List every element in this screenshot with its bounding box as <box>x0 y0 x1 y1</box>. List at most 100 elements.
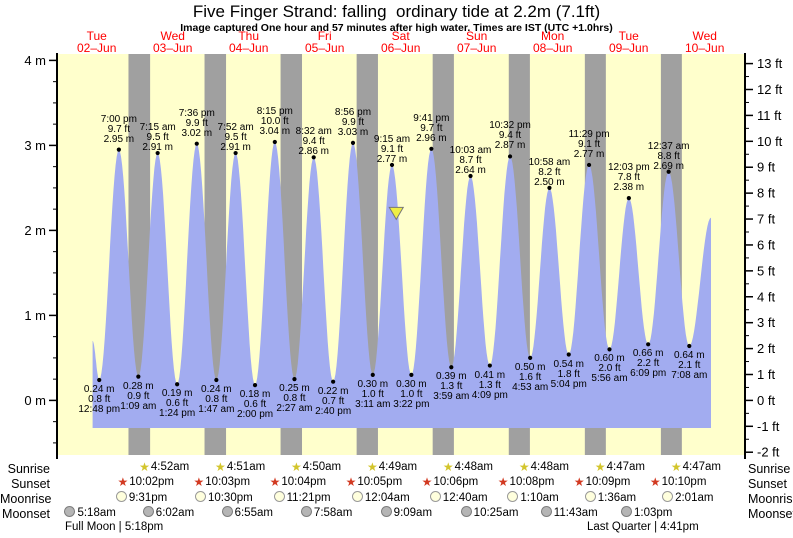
y-axis-label-m: 3 m <box>24 138 46 153</box>
low-tide-annotation: 0.22 m 0.7 ft 2:40 pm <box>302 386 364 417</box>
annotation-line: 7:08 am <box>671 370 708 381</box>
y-axis-label-ft: 2 ft <box>757 341 775 356</box>
annotation-line: 0.66 m <box>632 348 664 360</box>
annotation-line: 2.69 m <box>653 160 684 172</box>
sunset-event: ★10:08pm <box>498 476 555 489</box>
tide-extreme-dot <box>116 147 121 152</box>
day-label: Sat 06–Jun <box>366 30 436 54</box>
annotation-line: 4:09 pm <box>471 389 508 401</box>
low-tide-annotation: 0.24 m 0.8 ft 12:48 pm <box>68 385 130 415</box>
sunset-time: 10:08pm <box>509 476 555 488</box>
low-tide-annotation: 0.54 m 1.8 ft 5:04 pm <box>538 359 600 390</box>
annotation-line: 10:32 pm <box>489 120 531 132</box>
annotation-line: 8:15 pm <box>256 106 293 117</box>
sunrise-event: ★4:48am <box>519 461 569 474</box>
annotation-line: 2.38 m <box>613 182 645 194</box>
moonrise-event: 2:01am <box>662 491 713 505</box>
sunset-row-label-left: Sunset <box>11 477 50 491</box>
moonrise-icon <box>662 491 674 502</box>
sunset-event: ★10:04pm <box>270 476 327 489</box>
annotation-line: 4:53 am <box>512 381 549 393</box>
high-tide-annotation: 7:52 am 9.5 ft 2.91 m <box>205 123 267 153</box>
moonrise-icon <box>194 491 206 502</box>
moonrise-time: 9:31pm <box>128 492 168 504</box>
moon-phase-note: Full Moon | 5:18pm <box>65 521 164 533</box>
tide-extreme-dot <box>292 377 297 382</box>
annotation-line: 0.6 ft <box>243 399 267 411</box>
annotation-line: 0.25 m <box>279 383 310 395</box>
annotation-line: 5:04 pm <box>550 378 587 390</box>
annotation-line: 1:09 am <box>120 400 157 412</box>
sunset-event: ★10:09pm <box>574 476 631 489</box>
annotation-line: 2.77 m <box>573 148 605 160</box>
y-axis-label-ft: 8 ft <box>757 186 775 201</box>
annotation-line: 0.9 ft <box>127 390 150 402</box>
tide-extreme-dot <box>487 363 492 368</box>
moonset-event: 10:25am <box>460 506 518 520</box>
sunrise-icon: ★ <box>215 460 226 474</box>
sunset-time: 10:09pm <box>585 476 631 488</box>
sunrise-icon: ★ <box>670 460 682 474</box>
moonrise-row-label-left: Moonrise <box>0 492 52 506</box>
high-tide-annotation: 12:37 am 8.8 ft 2.69 m <box>638 141 700 172</box>
sunrise-icon: ★ <box>518 460 530 474</box>
sunset-row-label-right: Sunset <box>748 477 787 491</box>
annotation-line: 2.0 ft <box>598 363 621 375</box>
day-label: Wed 10–Jun <box>670 30 740 54</box>
annotation-line: 9.4 ft <box>498 130 522 142</box>
low-tide-annotation: 0.50 m 1.6 ft 4:53 am <box>499 361 561 393</box>
y-axis-label-ft: 10 ft <box>757 134 783 149</box>
tide-extreme-dot <box>214 377 219 383</box>
moonrise-icon <box>429 491 441 502</box>
sunrise-time: 4:47am <box>606 461 645 473</box>
annotation-line: 0.30 m <box>357 378 389 390</box>
low-tide-annotation: 0.41 m 1.3 ft 4:09 pm <box>459 370 521 401</box>
annotation-line: 0.19 m <box>161 388 193 400</box>
tide-extreme-dot <box>233 150 238 156</box>
annotation-line: 0.24 m <box>201 384 232 395</box>
sunset-icon: ★ <box>117 475 129 489</box>
moonset-event: 7:58am <box>300 506 353 520</box>
day-name: Tue <box>86 29 107 43</box>
annotation-line: 2.96 m <box>416 132 447 144</box>
tide-extreme-dot <box>97 377 102 383</box>
sunset-event: ★10:03pm <box>194 476 251 489</box>
high-tide-annotation: 7:36 pm 9.9 ft 3.02 m <box>166 108 228 139</box>
annotation-line: 0.50 m <box>514 361 546 373</box>
annotation-line: 12:48 pm <box>78 404 121 415</box>
tide-extreme-dot <box>507 154 513 159</box>
annotation-line: 10:03 am <box>449 145 492 156</box>
annotation-line: 2.64 m <box>455 165 486 176</box>
high-tide-annotation: 10:32 pm 9.4 ft 2.87 m <box>479 121 541 151</box>
day-date: 09–Jun <box>609 40 649 55</box>
sunrise-time: 4:52am <box>150 461 190 473</box>
y-axis-label-ft: 6 ft <box>757 237 775 252</box>
annotation-line: 2.91 m <box>142 142 173 154</box>
tide-extreme-dot <box>429 146 434 151</box>
sunset-icon: ★ <box>269 475 281 489</box>
annotation-line: 8:56 pm <box>334 106 372 118</box>
low-tide-annotation: 0.39 m 1.3 ft 3:59 am <box>420 372 482 402</box>
low-tide-annotation: 0.64 m 2.1 ft 7:08 am <box>658 351 720 381</box>
moonrise-time: 12:40am <box>442 492 488 504</box>
y-axis-label-ft: -2 ft <box>757 445 780 460</box>
page-title: Five Finger Strand: falling ordinary tid… <box>192 2 601 21</box>
low-tide-annotation: 0.18 m 0.6 ft 2:00 pm <box>224 390 286 420</box>
sunrise-time: 4:48am <box>530 461 570 473</box>
annotation-line: 7:00 pm <box>100 113 137 125</box>
tide-extreme-dot <box>272 139 277 145</box>
sunset-icon: ★ <box>421 475 433 489</box>
moonset-time: 7:58am <box>313 507 353 519</box>
annotation-line: 1.0 ft <box>400 388 423 400</box>
y-axis-label-ft: 1 ft <box>757 367 775 382</box>
moonrise-time: 11:21pm <box>286 492 331 504</box>
sunset-time: 10:06pm <box>433 476 479 488</box>
moonset-event: 6:02am <box>142 506 194 520</box>
annotation-line: 1.3 ft <box>478 379 501 391</box>
sunset-event: ★10:02pm <box>117 476 174 489</box>
sunset-icon: ★ <box>497 475 509 489</box>
high-tide-annotation: 8:56 pm 9.9 ft 3.03 m <box>322 106 384 138</box>
annotation-line: 1:47 am <box>198 404 235 415</box>
annotation-line: 2.2 ft <box>637 358 660 370</box>
moonset-event: 9:09am <box>380 506 432 520</box>
